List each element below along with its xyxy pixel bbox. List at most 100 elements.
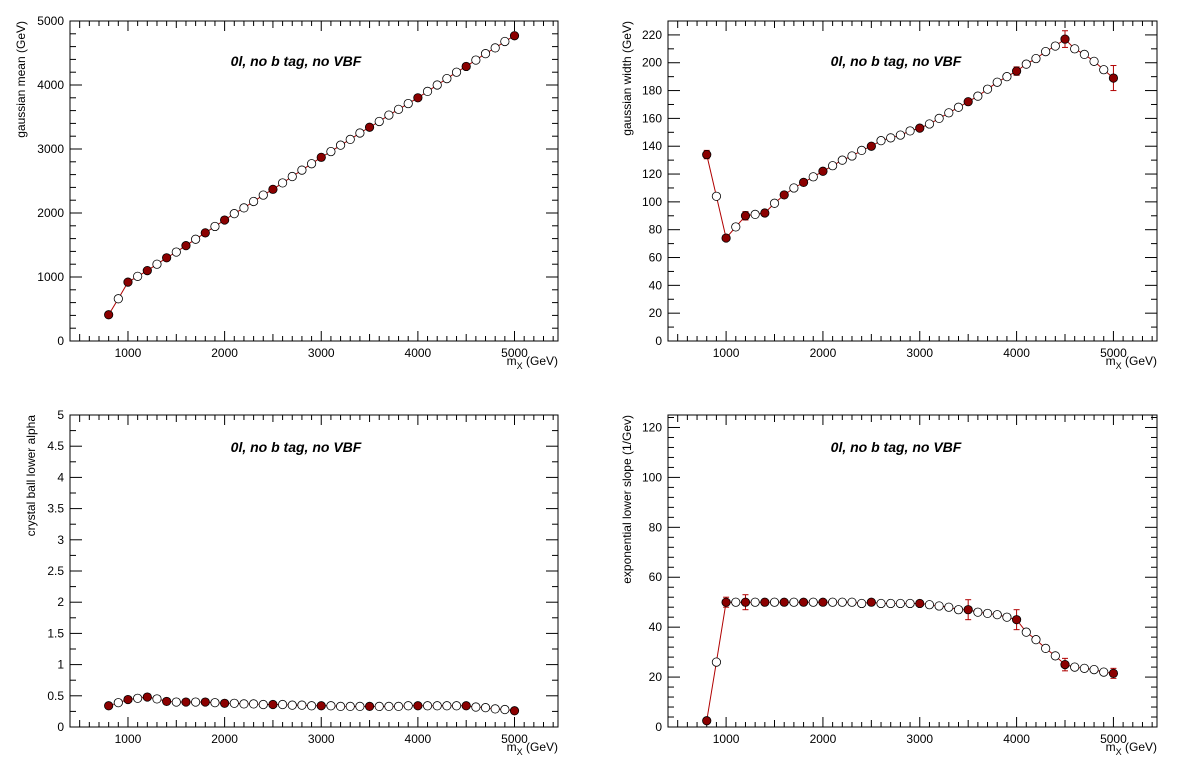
data-point-open <box>1021 627 1031 637</box>
data-point-filled <box>740 597 751 607</box>
data-point-open <box>934 113 944 123</box>
data-point-filled <box>364 122 375 132</box>
data-point-filled <box>316 701 326 711</box>
data-point-open <box>711 657 722 667</box>
data-point-filled <box>181 697 191 707</box>
y-tick-label: 2.5 <box>47 564 64 578</box>
data-point-filled <box>818 597 828 607</box>
data-point-open <box>973 607 983 617</box>
data-point-open <box>374 116 384 127</box>
y-tick-label: 4.5 <box>47 439 64 453</box>
panel-annotation: 0l, no b tag, no VBF <box>231 53 362 69</box>
data-point-open <box>384 701 394 712</box>
data-point-open <box>432 80 442 90</box>
data-point-filled <box>1011 615 1022 625</box>
data-point-open <box>229 209 239 219</box>
data-point-filled <box>779 190 789 200</box>
data-point-open <box>769 198 780 208</box>
x-tick-label: 1000 <box>713 732 740 746</box>
data-point-filled <box>162 696 172 707</box>
data-point-open <box>857 598 867 609</box>
data-point-open <box>808 597 818 607</box>
data-point-filled <box>779 597 789 607</box>
x-axis-title: mX (GeV) <box>507 354 558 371</box>
data-point-open <box>171 247 181 257</box>
data-point-open <box>886 598 896 609</box>
data-point-filled <box>268 184 278 194</box>
x-tick-label: 3000 <box>308 346 335 360</box>
panel-annotation: 0l, no b tag, no VBF <box>831 439 962 455</box>
plot-frame <box>667 20 1158 342</box>
data-point-open <box>876 136 886 146</box>
data-point-open <box>886 133 896 143</box>
y-tick-label: 3000 <box>37 142 64 156</box>
data-point-open <box>789 597 799 607</box>
data-point-open <box>1050 41 1060 51</box>
data-point-filled <box>123 694 133 705</box>
data-point-open <box>1041 47 1051 57</box>
y-tick-label: 100 <box>642 195 662 209</box>
x-tick-label: 2000 <box>211 346 238 360</box>
x-tick-label: 3000 <box>308 732 335 746</box>
data-point-open <box>953 605 964 615</box>
y-tick-label: 0 <box>655 334 662 348</box>
data-point-filled <box>220 215 230 225</box>
data-point-filled <box>509 706 520 716</box>
data-point-open <box>335 140 346 150</box>
y-axis-title: crystal ball lower alpha <box>24 415 38 537</box>
y-tick-label: 1 <box>57 658 64 672</box>
data-point-open <box>258 699 268 710</box>
data-point-filled <box>316 152 326 162</box>
y-tick-label: 4000 <box>37 78 64 92</box>
data-point-open <box>711 191 722 201</box>
y-tick-label: 80 <box>649 223 663 237</box>
data-point-open <box>750 597 760 607</box>
y-axis-title: gaussian mean (GeV) <box>14 21 28 138</box>
data-point-open <box>277 178 288 188</box>
data-point-open <box>345 134 355 144</box>
data-point-open <box>442 701 452 711</box>
panel-annotation: 0l, no b tag, no VBF <box>231 439 362 455</box>
data-point-open <box>500 36 510 47</box>
data-point-open <box>442 74 452 84</box>
data-point-filled <box>740 211 751 221</box>
data-point-filled <box>798 597 809 607</box>
plot-frame <box>69 414 559 728</box>
data-point-open <box>750 209 760 219</box>
data-point-open <box>1079 49 1089 59</box>
x-tick-label: 1000 <box>713 346 740 360</box>
data-point-filled <box>181 241 191 251</box>
data-point-filled <box>104 310 114 320</box>
data-point-open <box>210 221 220 232</box>
data-point-open <box>808 172 818 182</box>
data-point-filled <box>915 598 925 609</box>
data-point-open <box>992 77 1002 87</box>
data-point-open <box>924 600 935 610</box>
data-point-open <box>1089 664 1099 675</box>
y-axis-title: gaussian width (GeV) <box>620 21 634 136</box>
data-point-filled <box>798 177 809 187</box>
data-point-open <box>895 598 905 609</box>
y-tick-label: 1000 <box>37 270 64 284</box>
data-point-open <box>355 701 365 712</box>
data-point-filled <box>142 265 152 276</box>
y-tick-label: 3 <box>57 533 64 547</box>
data-point-open <box>229 698 239 708</box>
data-point-open <box>277 699 288 710</box>
data-point-open <box>480 49 491 59</box>
data-point-filled <box>1108 73 1119 83</box>
data-point-open <box>1070 44 1080 54</box>
data-point-filled <box>963 605 973 615</box>
x-axis-title: mX (GeV) <box>507 740 558 757</box>
data-point-filled <box>220 698 230 708</box>
data-point-open <box>249 699 259 709</box>
data-point-open <box>393 701 404 712</box>
data-point-filled <box>413 701 423 711</box>
data-point-open <box>191 697 201 707</box>
data-point-open <box>258 190 268 200</box>
data-point-open <box>944 602 954 612</box>
plot-frame <box>69 20 559 342</box>
x-tick-label: 4000 <box>1003 346 1030 360</box>
data-point-filled <box>760 597 770 607</box>
